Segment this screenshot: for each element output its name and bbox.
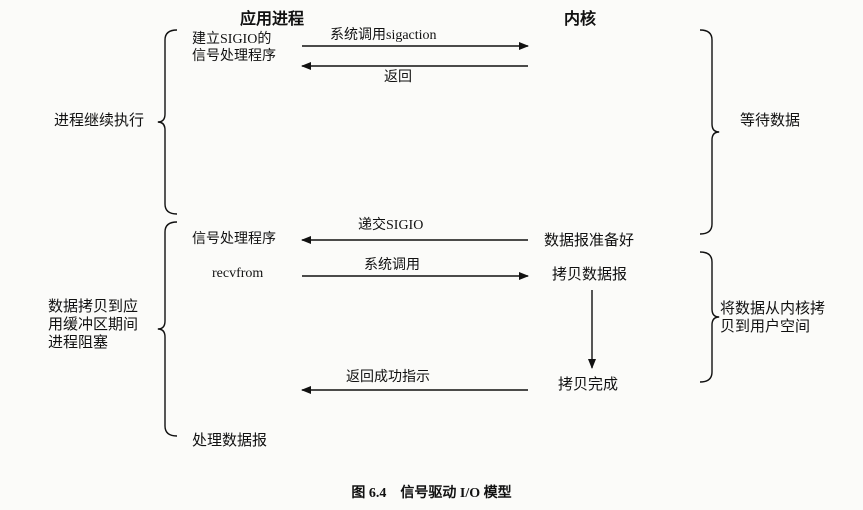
node-syscall-sigaction: 系统调用sigaction	[330, 28, 437, 45]
node-signal-handler: 信号处理程序	[192, 232, 276, 249]
header-kernel: 内核	[564, 10, 596, 29]
node-return-ok: 返回成功指示	[346, 370, 430, 387]
brace-continue-exec	[158, 30, 177, 214]
node-syscall: 系统调用	[364, 258, 420, 275]
label-copy-user: 将数据从内核拷贝到用户空间	[720, 300, 825, 336]
label-wait-data: 等待数据	[740, 112, 800, 130]
brace-wait-data	[700, 30, 719, 234]
node-datagram-ready: 数据报准备好	[544, 232, 634, 250]
node-copy-datagram: 拷贝数据报	[552, 266, 627, 284]
diagram-stage: 应用进程 内核 进程继续执行 数据拷贝到应用缓冲区期间进程阻塞 等待数据 将数据…	[0, 0, 863, 510]
node-recvfrom: recvfrom	[212, 266, 263, 283]
node-copy-done: 拷贝完成	[558, 376, 618, 394]
node-build-sigio: 建立SIGIO的信号处理程序	[192, 32, 276, 66]
node-process-datagram: 处理数据报	[192, 432, 267, 450]
brace-copy-block	[158, 222, 177, 436]
label-copy-block: 数据拷贝到应用缓冲区期间进程阻塞	[48, 298, 138, 352]
node-deliver-sigio: 递交SIGIO	[358, 218, 423, 235]
diagram-svg	[0, 0, 863, 510]
label-continue-exec: 进程继续执行	[54, 112, 144, 130]
brace-copy-user	[700, 252, 719, 382]
node-return: 返回	[384, 70, 412, 87]
figure-caption: 图 6.4 信号驱动 I/O 模型	[0, 482, 863, 502]
header-app-process: 应用进程	[240, 10, 304, 29]
